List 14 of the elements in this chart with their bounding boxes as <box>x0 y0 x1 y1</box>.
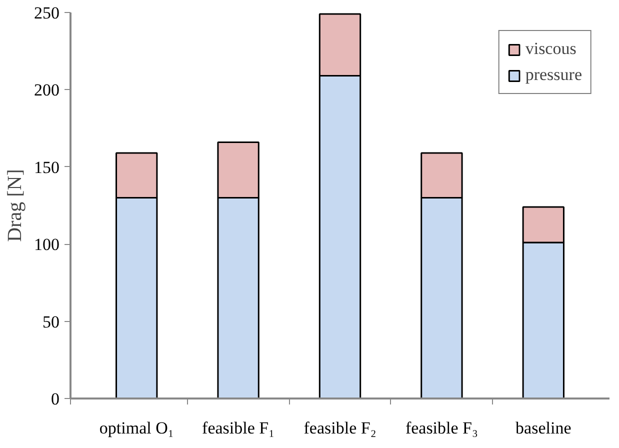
x-tick-label: feasible F₁ <box>202 418 275 438</box>
y-axis-title: Drag [N] <box>4 169 26 242</box>
y-tick-label: 50 <box>42 312 60 332</box>
y-tick-label: 150 <box>34 158 60 177</box>
legend-label: viscous <box>525 39 576 59</box>
x-tick-label: optimal O₁ <box>99 418 174 438</box>
x-tick-label: baseline <box>516 418 572 438</box>
legend-label: pressure <box>525 65 582 85</box>
x-tick-label: feasible F₂ <box>304 418 376 438</box>
y-tick-label: 250 <box>34 4 60 22</box>
y-tick-label: 200 <box>34 80 60 100</box>
y-tick-label: 0 <box>51 390 60 408</box>
y-tick-label: 100 <box>34 235 60 254</box>
x-tick-label: feasible F₃ <box>405 418 478 438</box>
